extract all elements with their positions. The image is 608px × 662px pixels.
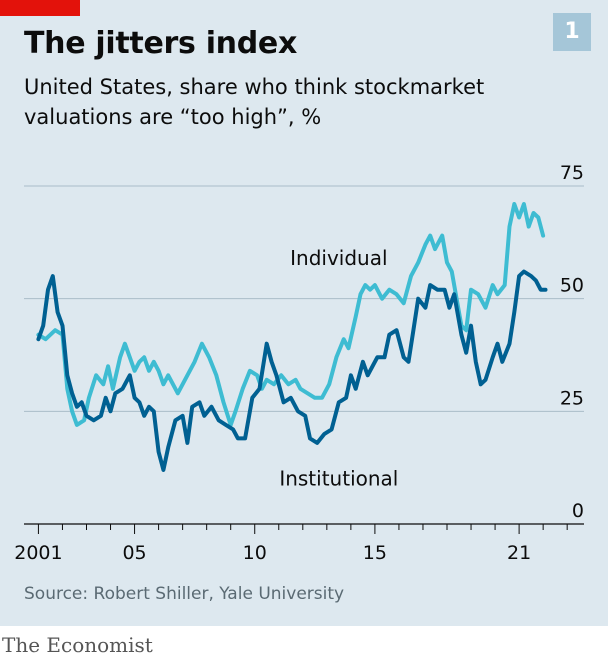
chart-number-badge: 1 [553,13,591,51]
series-line-institutional [36,269,548,472]
series-annotation: Individual [290,246,387,270]
x-tick-label: 2001 [14,542,62,564]
x-tick-label: 10 [243,542,267,564]
x-tick-label: 15 [363,542,387,564]
y-tick-labels: 0 25 50 75 [560,162,584,522]
line-chart: 0 25 50 75 2001 05 10 15 21 Individual Instituti… [14,162,584,564]
brand-red-tag [0,0,80,16]
chart-title: The jitters index [24,26,298,61]
publication-logo: The Economist [2,633,153,657]
y-tick-label: 25 [560,387,584,409]
y-tick-label: 50 [560,275,584,297]
series-lines [36,202,548,472]
y-tick-label: 0 [572,500,584,522]
x-axis: 2001 05 10 15 21 [14,523,584,564]
chart-subtitle: United States, share who think stockmark… [24,75,485,129]
x-tick-label: 21 [507,542,531,564]
x-tick-label: 05 [122,542,146,564]
gridlines [24,185,584,412]
y-tick-label: 75 [560,162,584,184]
chart-panel [0,0,608,626]
series-line-individual [36,202,546,427]
series-annotation: Institutional [279,467,398,491]
source-note: Source: Robert Shiller, Yale University [24,584,345,604]
series-labels: Individual Institutional [279,246,398,491]
